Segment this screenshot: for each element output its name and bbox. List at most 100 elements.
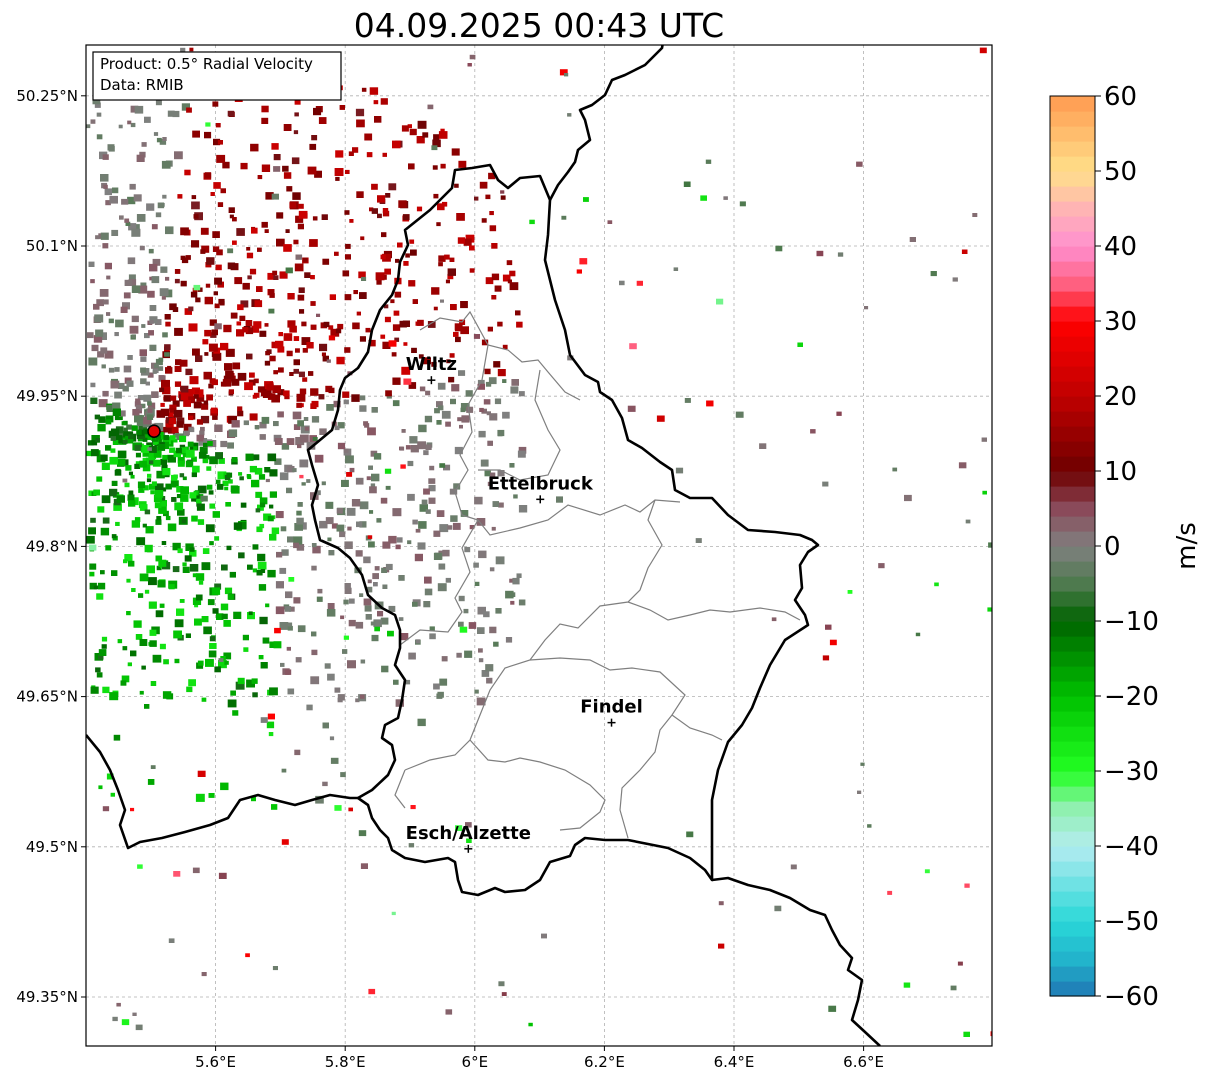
radar-echo-pixel	[224, 486, 229, 491]
radar-echo-pixel	[437, 405, 444, 411]
radar-echo-pixel	[369, 486, 377, 494]
radar-echo-pixel	[324, 663, 331, 669]
radar-echo-pixel	[513, 494, 518, 499]
radar-echo-pixel	[276, 551, 283, 558]
radar-echo-pixel	[275, 581, 284, 589]
radar-echo-pixel	[181, 519, 186, 523]
radar-echo-pixel	[117, 382, 125, 389]
radar-echo-pixel	[478, 550, 487, 559]
radar-echo-pixel	[364, 133, 373, 141]
radar-echo-pixel	[276, 212, 284, 219]
radar-echo-pixel	[267, 515, 274, 522]
radar-echo-pixel	[192, 867, 200, 874]
radar-echo-pixel	[376, 518, 382, 523]
radar-echo-pixel	[209, 541, 214, 546]
radar-echo-pixel	[441, 656, 448, 662]
radar-echo-pixel	[262, 391, 271, 398]
radar-echo-pixel	[705, 159, 712, 164]
radar-echo-pixel	[144, 544, 153, 553]
radar-echo-pixel	[481, 218, 487, 223]
radar-echo-pixel	[95, 438, 100, 442]
radar-echo-pixel	[273, 641, 282, 649]
radar-echo-pixel	[184, 389, 194, 397]
radar-echo-pixel	[176, 494, 182, 499]
radar-echo-pixel	[392, 508, 402, 517]
radar-echo-pixel	[158, 375, 166, 382]
radar-echo-pixel	[528, 1022, 533, 1027]
radar-echo-pixel	[346, 507, 356, 516]
radar-echo-pixel	[204, 296, 213, 305]
radar-echo-pixel	[422, 132, 429, 138]
radar-echo-pixel	[142, 464, 151, 472]
radar-echo-pixel	[264, 323, 269, 327]
radar-echo-pixel	[162, 194, 167, 199]
radar-echo-pixel	[98, 654, 104, 660]
colorbar-cell	[1050, 261, 1095, 277]
radar-echo-pixel	[864, 306, 869, 310]
radar-echo-pixel	[155, 99, 162, 106]
radar-echo-pixel	[321, 352, 326, 357]
radar-echo-pixel	[716, 298, 724, 305]
radar-echo-pixel	[266, 721, 275, 729]
radar-echo-pixel	[227, 110, 235, 117]
radar-echo-pixel	[184, 308, 192, 315]
radar-echo-pixel	[230, 690, 236, 696]
radar-echo-pixel	[225, 348, 235, 357]
radar-echo-pixel	[739, 201, 746, 207]
radar-echo-pixel	[257, 561, 267, 570]
radar-echo-pixel	[148, 577, 157, 586]
radar-echo-pixel	[175, 447, 182, 454]
radar-echo-pixel	[109, 692, 119, 701]
radar-echo-pixel	[398, 617, 404, 621]
colorbar-cell	[1050, 786, 1095, 802]
radar-echo-pixel	[206, 257, 215, 265]
radar-echo-pixel	[171, 474, 178, 481]
radar-echo-pixel	[567, 355, 574, 361]
radar-echo-pixel	[123, 439, 128, 444]
radar-echo-pixel	[403, 342, 408, 346]
radar-echo-pixel	[169, 303, 177, 311]
radar-echo-pixel	[128, 471, 133, 476]
radar-echo-pixel	[388, 183, 397, 191]
radar-echo-pixel	[193, 446, 198, 450]
colorbar-cell	[1050, 111, 1095, 127]
colorbar-cell	[1050, 726, 1095, 742]
radar-echo-pixel	[408, 843, 415, 848]
radar-echo-pixel	[771, 617, 777, 622]
radar-echo-pixel	[232, 240, 237, 245]
radar-echo-pixel	[425, 390, 431, 396]
radar-echo-pixel	[249, 413, 258, 421]
radar-echo-pixel	[266, 383, 274, 391]
radar-echo-pixel	[134, 414, 143, 423]
radar-echo-pixel	[151, 276, 160, 284]
radar-echo-pixel	[297, 223, 304, 230]
colorbar-cell	[1050, 321, 1095, 337]
radar-echo-pixel	[392, 377, 401, 385]
radar-echo-pixel	[477, 383, 485, 390]
radar-echo-pixel	[365, 327, 371, 333]
radar-echo-pixel	[139, 639, 148, 646]
radar-echo-pixel	[302, 257, 308, 262]
radar-echo-pixel	[382, 341, 391, 349]
colorbar-tick-label: 30	[1104, 307, 1137, 337]
radar-echo-pixel	[451, 384, 460, 392]
radar-echo-pixel	[275, 606, 285, 615]
colorbar-cell	[1050, 906, 1095, 922]
radar-echo-pixel	[335, 176, 340, 181]
radar-echo-pixel	[138, 487, 145, 493]
radar-echo-pixel	[105, 419, 112, 425]
radar-echo-pixel	[206, 466, 212, 471]
radar-echo-pixel	[193, 284, 201, 291]
colorbar-cell	[1050, 966, 1095, 982]
radar-echo-pixel	[165, 321, 171, 327]
radar-echo-pixel	[328, 335, 336, 341]
radar-echo-pixel	[174, 278, 180, 284]
radar-echo-pixel	[159, 603, 165, 608]
radar-echo-pixel	[459, 626, 468, 633]
radar-echo-pixel	[142, 523, 147, 528]
radar-echo-pixel	[279, 472, 289, 481]
radar-echo-pixel	[469, 54, 476, 60]
radar-echo-pixel	[706, 400, 714, 407]
radar-echo-pixel	[200, 426, 205, 432]
radar-echo-pixel	[454, 183, 459, 188]
